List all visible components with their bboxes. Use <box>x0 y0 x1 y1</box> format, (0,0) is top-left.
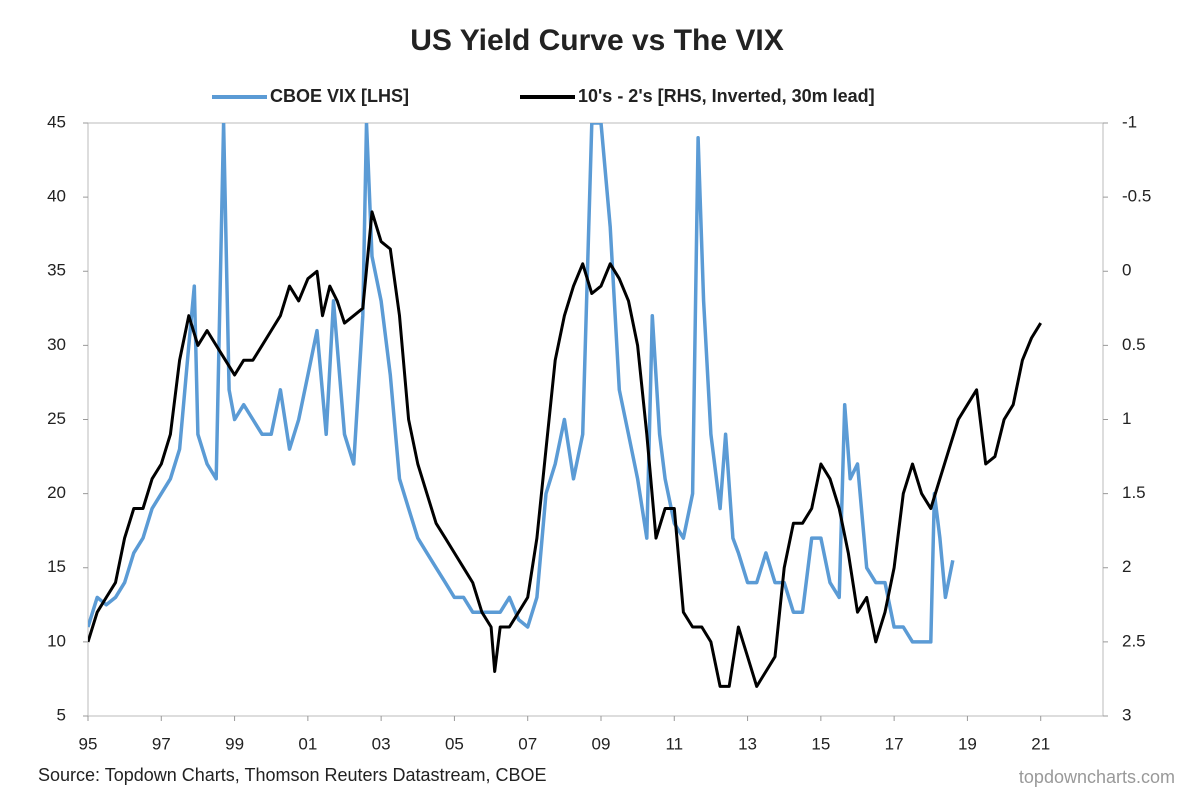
plot-frame <box>87 122 1104 717</box>
x-tick-label: 95 <box>79 734 98 753</box>
x-tick-label: 17 <box>885 734 904 753</box>
y-tick-label: 15 <box>47 557 66 576</box>
y2-tick-label: 3 <box>1122 705 1131 724</box>
y-tick-label: 10 <box>47 631 66 650</box>
y2-tick-label: 2.5 <box>1122 631 1146 650</box>
x-tick-label: 05 <box>445 734 464 753</box>
y-tick-label: 30 <box>47 335 66 354</box>
x-tick-label: 15 <box>811 734 830 753</box>
series-line <box>88 210 1042 688</box>
legend-label: CBOE VIX [LHS] <box>270 86 409 106</box>
x-tick-label: 07 <box>518 734 537 753</box>
x-tick-label: 13 <box>738 734 757 753</box>
x-tick-label: 19 <box>958 734 977 753</box>
chart-title: US Yield Curve vs The VIX <box>410 24 783 57</box>
y2-tick-label: -0.5 <box>1122 187 1151 206</box>
x-tick-label: 21 <box>1031 734 1050 753</box>
y2-tick-label: -1 <box>1122 112 1137 131</box>
y2-tick-label: 1.5 <box>1122 483 1146 502</box>
x-tick-label: 01 <box>298 734 317 753</box>
y-tick-label: 40 <box>47 187 66 206</box>
series-line <box>88 123 955 644</box>
y-tick-label: 25 <box>47 409 66 428</box>
x-tick-label: 03 <box>372 734 391 753</box>
y2-tick-label: 1 <box>1122 409 1131 428</box>
x-tick-label: 99 <box>225 734 244 753</box>
y-tick-label: 35 <box>47 261 66 280</box>
y-tick-label: 20 <box>47 483 66 502</box>
y2-tick-label: 2 <box>1122 557 1131 576</box>
watermark: topdowncharts.com <box>1019 767 1175 787</box>
y2-tick-label: 0 <box>1122 261 1131 280</box>
x-tick-label: 97 <box>152 734 171 753</box>
x-tick-label: 09 <box>592 734 611 753</box>
y-tick-label: 45 <box>47 112 66 131</box>
y2-tick-label: 0.5 <box>1122 335 1146 354</box>
x-tick-label: 11 <box>665 734 683 753</box>
y-tick-label: 5 <box>57 705 66 724</box>
source: Source: Topdown Charts, Thomson Reuters … <box>38 765 547 785</box>
legend-label: 10's - 2's [RHS, Inverted, 30m lead] <box>578 86 875 106</box>
